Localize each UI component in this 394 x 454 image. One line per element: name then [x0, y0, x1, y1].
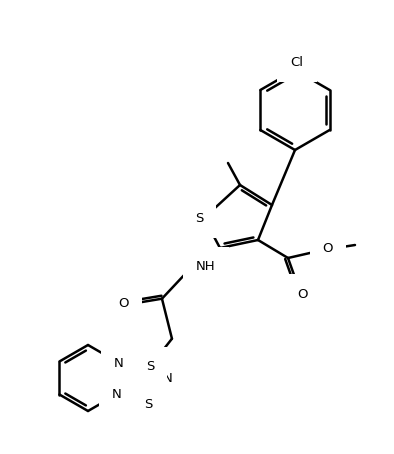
Text: O: O — [119, 297, 129, 310]
Text: N: N — [114, 357, 123, 370]
Text: S: S — [195, 212, 203, 224]
Text: O: O — [323, 242, 333, 255]
Text: S: S — [144, 398, 152, 411]
Text: Cl: Cl — [290, 55, 303, 69]
Text: N: N — [162, 371, 172, 385]
Text: NH: NH — [196, 260, 216, 273]
Text: N: N — [112, 388, 121, 401]
Text: O: O — [298, 287, 308, 301]
Text: S: S — [146, 360, 154, 373]
